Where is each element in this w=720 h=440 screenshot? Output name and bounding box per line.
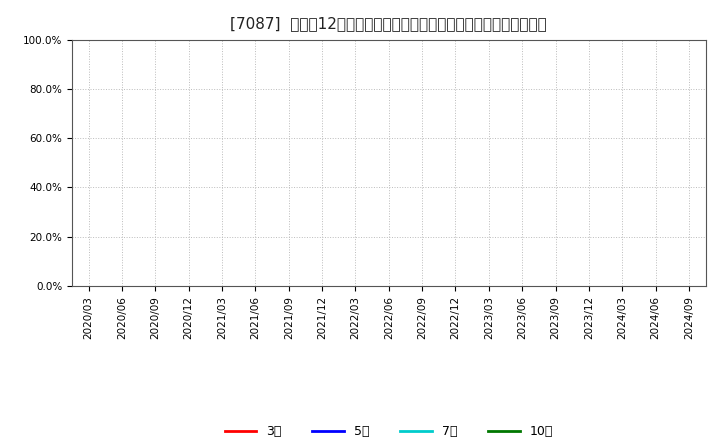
Legend: 3年, 5年, 7年, 10年: 3年, 5年, 7年, 10年 bbox=[220, 420, 558, 440]
Title: [7087]  売上高12か月移動合計の対前年同期増減率の標準偏差の推移: [7087] 売上高12か月移動合計の対前年同期増減率の標準偏差の推移 bbox=[230, 16, 547, 32]
